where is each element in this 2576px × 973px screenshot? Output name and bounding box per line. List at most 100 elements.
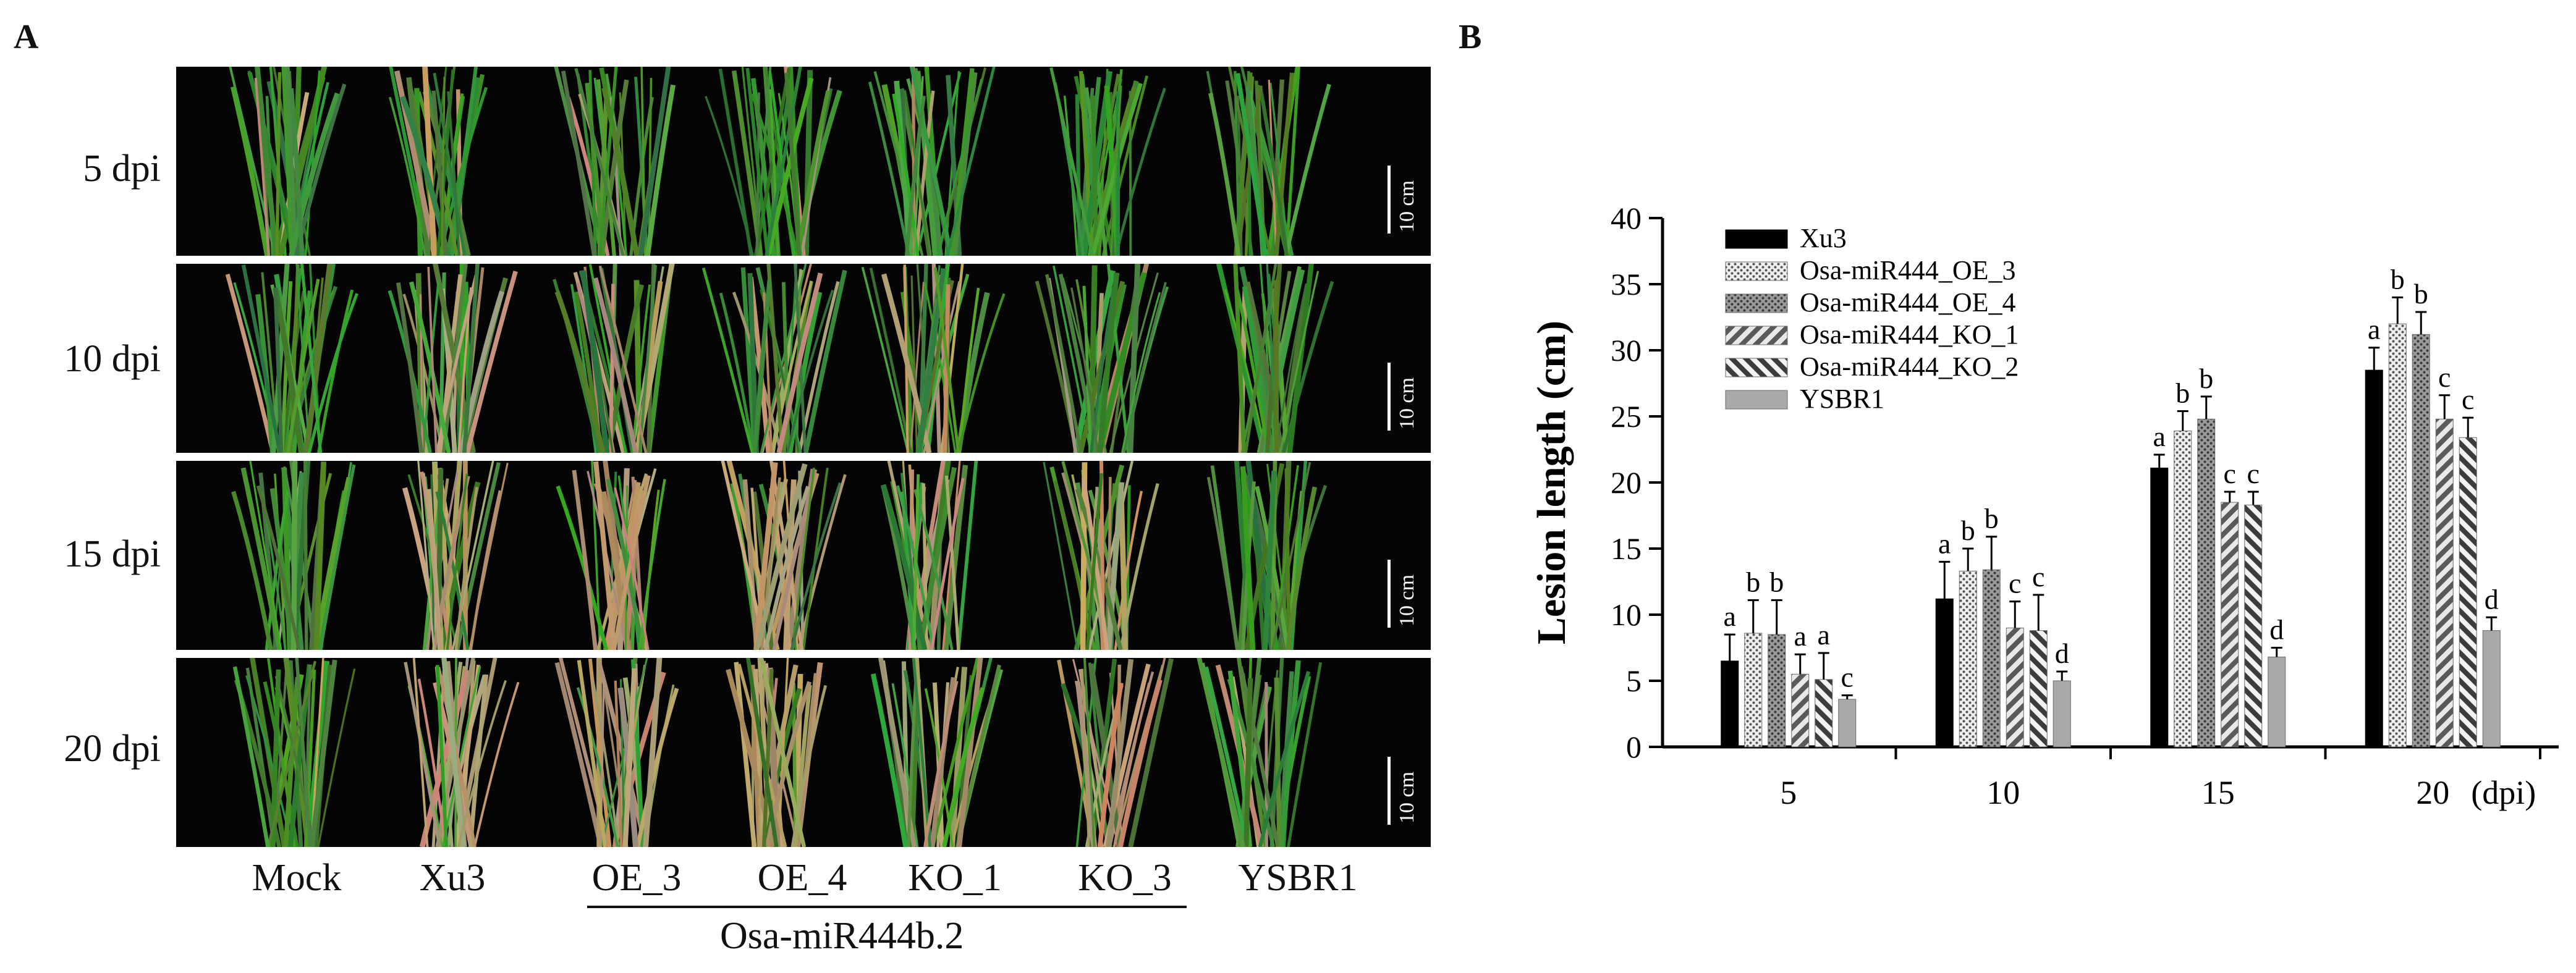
column-label-ko1: KO_1 (908, 857, 1002, 899)
y-tick-label: 25 (1611, 399, 1642, 434)
rice-plant-clump (861, 264, 1006, 453)
y-tick-label: 40 (1611, 201, 1642, 235)
x-tick-label: 5 (1780, 774, 1797, 811)
significance-letter: a (2368, 314, 2380, 345)
rice-plant-clump (870, 658, 1004, 847)
y-tick-label: 10 (1611, 597, 1642, 632)
legend-swatch (1725, 261, 1788, 281)
significance-letter: d (2055, 638, 2069, 669)
y-tick-label: 0 (1626, 730, 1642, 764)
rice-plant-clump (404, 658, 520, 847)
scale-bar-label: 10 cm (1396, 772, 1418, 823)
photo-row-10dpi: 10 cm (176, 264, 1431, 453)
legend-label: Osa-miR444_KO_1 (1800, 319, 2019, 350)
column-label-oe3: OE_3 (591, 857, 682, 899)
significance-letter: b (2391, 263, 2405, 295)
plant-photo: 10 cm (229, 67, 1418, 256)
bar (2174, 431, 2192, 748)
significance-letter: c (2032, 561, 2044, 592)
significance-letter: c (2009, 568, 2021, 599)
plant-photo: 10 cm (225, 264, 1418, 453)
y-tick-label: 30 (1611, 333, 1642, 368)
rice-plant-clump (1043, 461, 1159, 650)
rice-plant-clump (1057, 658, 1174, 847)
bar (2197, 418, 2216, 748)
rice-plant-clump (553, 264, 675, 453)
bar (2244, 504, 2263, 748)
rice-plant-clump (881, 461, 978, 650)
rice-plant-clump (868, 67, 996, 256)
bar (1721, 660, 1739, 748)
rice-plant-clump (554, 67, 676, 256)
significance-letter: a (1794, 620, 1807, 652)
legend-swatch (1725, 229, 1788, 249)
rice-plant-clump (705, 67, 842, 256)
legend-label: Osa-miR444_OE_3 (1800, 255, 2016, 285)
bar (2365, 369, 2383, 748)
transgenic-group-label: Osa-miR444b.2 (720, 915, 964, 957)
significance-letter: a (1724, 600, 1736, 632)
row-label-20dpi: 20 dpi (64, 728, 161, 770)
legend-swatch (1725, 358, 1788, 377)
scale-bar-label: 10 cm (1396, 377, 1418, 429)
bar (1838, 699, 1857, 748)
y-tick-label: 5 (1626, 663, 1642, 698)
legend-label: Xu3 (1800, 223, 1847, 253)
row-label-5dpi: 5 dpi (83, 148, 161, 190)
significance-letter: b (1746, 566, 1760, 597)
row-label-10dpi: 10 dpi (64, 338, 161, 380)
bar (2053, 680, 2071, 748)
significance-letter: b (2199, 363, 2213, 394)
x-tick-label: 20 (2416, 774, 2449, 811)
significance-letter: c (1841, 662, 1854, 693)
rice-plant-clump (232, 658, 356, 847)
bar (2412, 334, 2430, 748)
rice-plant-clump (1216, 264, 1334, 453)
rice-plant-clump (556, 461, 666, 650)
scale-bar (1388, 757, 1391, 825)
legend-swatch (1725, 326, 1788, 345)
legend-label: Osa-miR444_KO_2 (1800, 352, 2019, 382)
legend-swatch (1725, 390, 1788, 410)
significance-letter: b (2176, 377, 2190, 408)
significance-letter: a (1818, 619, 1830, 651)
plant-photo: 10 cm (231, 461, 1418, 650)
rice-plant-clump (1206, 461, 1328, 650)
bar (2482, 630, 2501, 748)
rice-plant-clump (1206, 67, 1331, 256)
rice-plant-clump (726, 658, 828, 847)
significance-letter: b (1985, 503, 1999, 534)
legend-label: Osa-miR444_OE_4 (1800, 287, 2016, 318)
photo-row-20dpi: 10 cm (176, 658, 1431, 847)
y-axis-label: Lesion length (cm) (1529, 321, 1574, 644)
significance-letter: b (1769, 566, 1784, 597)
significance-letter: c (2247, 458, 2260, 489)
bar (2435, 418, 2454, 748)
rice-plant-clump (701, 264, 847, 453)
rice-plant-clump (225, 264, 358, 453)
significance-letter: c (2462, 384, 2474, 415)
scale-bar (1388, 166, 1391, 234)
bar (1982, 569, 2001, 748)
x-tick-label: 15 (2201, 774, 2235, 811)
bar (1768, 634, 1786, 748)
y-tick-label: 15 (1611, 531, 1642, 566)
significance-letter: d (2269, 614, 2284, 646)
rice-plant-clump (1049, 67, 1166, 256)
column-label-xu3: Xu3 (419, 857, 486, 899)
bar (2150, 467, 2169, 748)
rice-plant-clump (229, 67, 347, 256)
scale-bar-label: 10 cm (1396, 575, 1418, 626)
significance-letter: c (2224, 458, 2236, 489)
column-label-mock: Mock (252, 857, 342, 899)
scale-bar-label: 10 cm (1396, 180, 1418, 232)
column-label-ko3: KO_3 (1078, 857, 1172, 899)
photo-row-15dpi: 10 cm (176, 461, 1431, 650)
transgenic-group-line (587, 906, 1187, 908)
significance-letter: b (2414, 278, 2428, 310)
bar (2029, 630, 2048, 748)
rice-plant-clump (1035, 264, 1169, 453)
significance-letter: d (2485, 583, 2499, 615)
bar (1815, 679, 1833, 748)
